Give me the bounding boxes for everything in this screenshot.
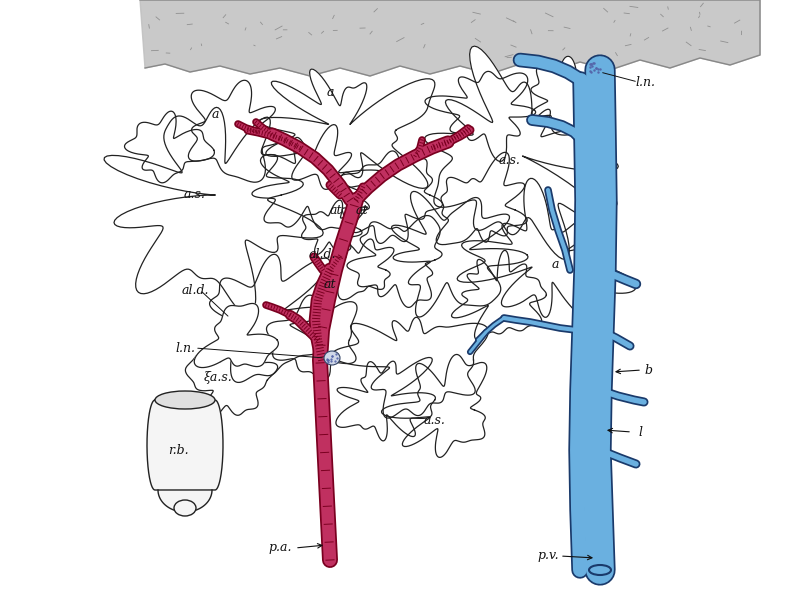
Polygon shape — [210, 254, 330, 382]
Polygon shape — [457, 178, 636, 319]
Text: l.n.: l.n. — [175, 341, 195, 355]
Polygon shape — [140, 0, 760, 76]
Text: a.s.: a.s. — [499, 154, 521, 166]
Text: l.n.: l.n. — [635, 76, 655, 88]
Polygon shape — [332, 317, 488, 418]
Polygon shape — [259, 69, 435, 190]
Polygon shape — [266, 295, 357, 379]
Ellipse shape — [155, 391, 215, 409]
Text: a: a — [326, 85, 334, 98]
Text: at: at — [330, 203, 342, 217]
Ellipse shape — [324, 351, 340, 365]
Polygon shape — [147, 400, 223, 490]
Polygon shape — [451, 250, 546, 340]
Text: ξa.s.: ξa.s. — [204, 371, 232, 385]
Text: b: b — [644, 364, 652, 377]
Polygon shape — [531, 56, 614, 135]
Polygon shape — [347, 215, 442, 307]
Text: r.b.: r.b. — [168, 443, 188, 457]
Polygon shape — [425, 71, 536, 161]
Text: al.d.: al.d. — [308, 248, 336, 262]
Polygon shape — [104, 107, 323, 315]
Text: a: a — [211, 109, 218, 121]
Polygon shape — [302, 200, 362, 254]
Polygon shape — [158, 490, 212, 512]
Polygon shape — [382, 355, 487, 457]
Ellipse shape — [174, 500, 196, 516]
Polygon shape — [252, 125, 386, 230]
Polygon shape — [186, 340, 278, 428]
Text: al.d.: al.d. — [182, 283, 209, 296]
Polygon shape — [425, 46, 618, 259]
Text: a.s.: a.s. — [184, 188, 206, 202]
Ellipse shape — [589, 565, 611, 575]
Polygon shape — [188, 80, 281, 182]
Text: l: l — [638, 425, 642, 439]
Polygon shape — [391, 191, 528, 317]
Polygon shape — [330, 239, 394, 300]
Text: a.s.: a.s. — [424, 413, 446, 427]
Text: a: a — [551, 259, 558, 271]
Polygon shape — [340, 151, 442, 244]
Text: at: at — [324, 278, 336, 292]
Text: at: at — [356, 203, 368, 217]
Text: p.a.: p.a. — [268, 541, 292, 554]
Polygon shape — [336, 358, 435, 441]
Polygon shape — [436, 152, 527, 245]
Polygon shape — [194, 304, 278, 368]
Polygon shape — [125, 111, 214, 183]
Text: p.v.: p.v. — [537, 550, 559, 563]
